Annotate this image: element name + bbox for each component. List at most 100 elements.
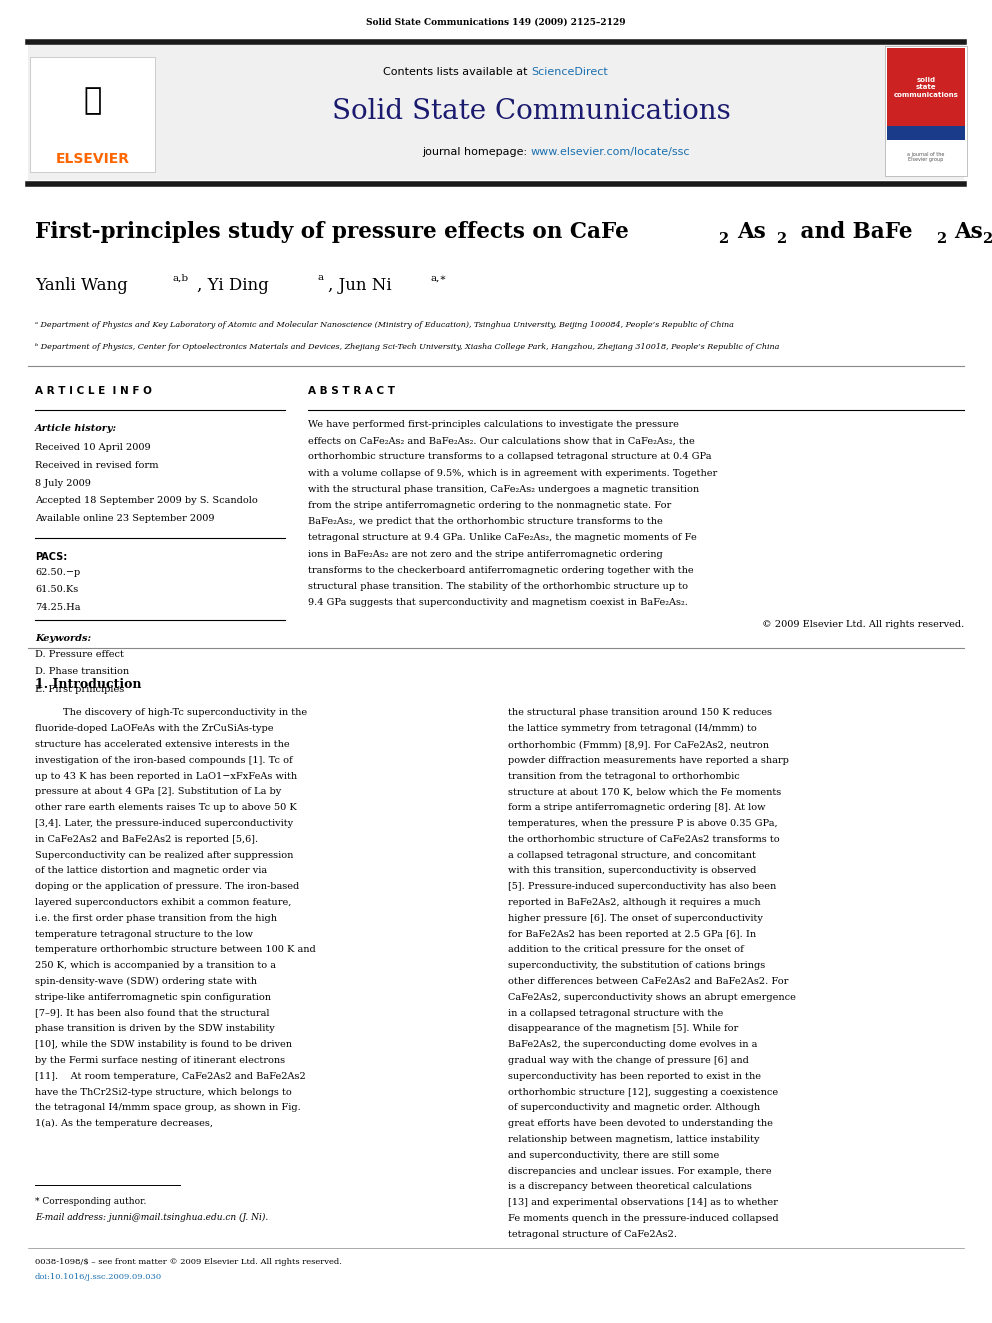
FancyBboxPatch shape bbox=[28, 42, 964, 180]
Text: of superconductivity and magnetic order. Although: of superconductivity and magnetic order.… bbox=[508, 1103, 760, 1113]
Text: Article history:: Article history: bbox=[35, 423, 117, 433]
Text: the tetragonal I4/mmm space group, as shown in Fig.: the tetragonal I4/mmm space group, as sh… bbox=[35, 1103, 301, 1113]
Text: transforms to the checkerboard antiferromagnetic ordering together with the: transforms to the checkerboard antiferro… bbox=[308, 566, 693, 574]
Text: 0038-1098/$ – see front matter © 2009 Elsevier Ltd. All rights reserved.: 0038-1098/$ – see front matter © 2009 El… bbox=[35, 1258, 342, 1266]
Text: A R T I C L E  I N F O: A R T I C L E I N F O bbox=[35, 386, 152, 396]
Text: transition from the tetragonal to orthorhombic: transition from the tetragonal to orthor… bbox=[508, 771, 740, 781]
Text: in a collapsed tetragonal structure with the: in a collapsed tetragonal structure with… bbox=[508, 1008, 723, 1017]
Text: As: As bbox=[737, 221, 766, 243]
Text: orthorhombic structure transforms to a collapsed tetragonal structure at 0.4 GPa: orthorhombic structure transforms to a c… bbox=[308, 452, 711, 462]
FancyBboxPatch shape bbox=[887, 126, 965, 140]
Text: a journal of the
Elsevier group: a journal of the Elsevier group bbox=[908, 152, 944, 163]
Text: pressure at about 4 GPa [2]. Substitution of La by: pressure at about 4 GPa [2]. Substitutio… bbox=[35, 787, 282, 796]
Text: D. Pressure effect: D. Pressure effect bbox=[35, 650, 124, 659]
Text: www.elsevier.com/locate/ssc: www.elsevier.com/locate/ssc bbox=[531, 147, 690, 157]
Text: tetragonal structure of CaFe2As2.: tetragonal structure of CaFe2As2. bbox=[508, 1230, 677, 1238]
Text: [11].    At room temperature, CaFe2As2 and BaFe2As2: [11]. At room temperature, CaFe2As2 and … bbox=[35, 1072, 306, 1081]
Text: of the lattice distortion and magnetic order via: of the lattice distortion and magnetic o… bbox=[35, 867, 267, 876]
Text: doping or the application of pressure. The iron-based: doping or the application of pressure. T… bbox=[35, 882, 300, 892]
Text: 2: 2 bbox=[718, 232, 728, 246]
Text: in CaFe2As2 and BaFe2As2 is reported [5,6].: in CaFe2As2 and BaFe2As2 is reported [5,… bbox=[35, 835, 258, 844]
Text: with the structural phase transition, CaFe₂As₂ undergoes a magnetic transition: with the structural phase transition, Ca… bbox=[308, 484, 699, 493]
Text: spin-density-wave (SDW) ordering state with: spin-density-wave (SDW) ordering state w… bbox=[35, 976, 257, 986]
Text: structure has accelerated extensive interests in the: structure has accelerated extensive inte… bbox=[35, 740, 290, 749]
Text: by the Fermi surface nesting of itinerant electrons: by the Fermi surface nesting of itineran… bbox=[35, 1056, 285, 1065]
Text: Solid State Communications 149 (2009) 2125–2129: Solid State Communications 149 (2009) 21… bbox=[366, 19, 626, 26]
Text: with this transition, superconductivity is observed: with this transition, superconductivity … bbox=[508, 867, 756, 876]
Text: Contents lists available at: Contents lists available at bbox=[383, 67, 531, 77]
Text: [13] and experimental observations [14] as to whether: [13] and experimental observations [14] … bbox=[508, 1199, 778, 1207]
Text: other rare earth elements raises Tc up to above 50 K: other rare earth elements raises Tc up t… bbox=[35, 803, 297, 812]
Text: We have performed first-principles calculations to investigate the pressure: We have performed first-principles calcu… bbox=[308, 419, 679, 429]
Text: BaFe₂As₂, we predict that the orthorhombic structure transforms to the: BaFe₂As₂, we predict that the orthorhomb… bbox=[308, 517, 663, 527]
Text: investigation of the iron-based compounds [1]. Tc of: investigation of the iron-based compound… bbox=[35, 755, 293, 765]
Text: the lattice symmetry from tetragonal (I4/mmm) to: the lattice symmetry from tetragonal (I4… bbox=[508, 724, 757, 733]
Text: phase transition is driven by the SDW instability: phase transition is driven by the SDW in… bbox=[35, 1024, 275, 1033]
Text: for BaFe2As2 has been reported at 2.5 GPa [6]. In: for BaFe2As2 has been reported at 2.5 GP… bbox=[508, 930, 756, 938]
Text: 2: 2 bbox=[982, 232, 992, 246]
Text: other differences between CaFe2As2 and BaFe2As2. For: other differences between CaFe2As2 and B… bbox=[508, 976, 789, 986]
FancyBboxPatch shape bbox=[30, 57, 155, 172]
Text: Keywords:: Keywords: bbox=[35, 634, 91, 643]
Text: , Yi Ding: , Yi Ding bbox=[197, 278, 269, 295]
Text: Received in revised form: Received in revised form bbox=[35, 460, 159, 470]
Text: stripe-like antiferromagnetic spin configuration: stripe-like antiferromagnetic spin confi… bbox=[35, 992, 271, 1002]
Text: The discovery of high-Tc superconductivity in the: The discovery of high-Tc superconductivi… bbox=[63, 708, 308, 717]
Text: Available online 23 September 2009: Available online 23 September 2009 bbox=[35, 515, 214, 523]
Text: D. Phase transition: D. Phase transition bbox=[35, 668, 129, 676]
FancyBboxPatch shape bbox=[887, 48, 965, 126]
Text: structural phase transition. The stability of the orthorhombic structure up to: structural phase transition. The stabili… bbox=[308, 582, 688, 591]
Text: [7–9]. It has been also found that the structural: [7–9]. It has been also found that the s… bbox=[35, 1008, 270, 1017]
Text: A B S T R A C T: A B S T R A C T bbox=[308, 386, 395, 396]
Text: 🌲: 🌲 bbox=[83, 86, 101, 115]
Text: Accepted 18 September 2009 by S. Scandolo: Accepted 18 September 2009 by S. Scandol… bbox=[35, 496, 258, 505]
Text: Yanli Wang: Yanli Wang bbox=[35, 278, 128, 295]
Text: 1. Introduction: 1. Introduction bbox=[35, 679, 142, 692]
Text: 2: 2 bbox=[936, 232, 946, 246]
Text: E. First principles: E. First principles bbox=[35, 685, 124, 695]
Text: addition to the critical pressure for the onset of: addition to the critical pressure for th… bbox=[508, 946, 744, 954]
Text: [5]. Pressure-induced superconductivity has also been: [5]. Pressure-induced superconductivity … bbox=[508, 882, 777, 892]
Text: tetragonal structure at 9.4 GPa. Unlike CaFe₂As₂, the magnetic moments of Fe: tetragonal structure at 9.4 GPa. Unlike … bbox=[308, 533, 696, 542]
Text: a collapsed tetragonal structure, and concomitant: a collapsed tetragonal structure, and co… bbox=[508, 851, 756, 860]
Text: the orthorhombic structure of CaFe2As2 transforms to: the orthorhombic structure of CaFe2As2 t… bbox=[508, 835, 780, 844]
Text: doi:10.1016/j.ssc.2009.09.030: doi:10.1016/j.ssc.2009.09.030 bbox=[35, 1273, 162, 1281]
Text: 74.25.Ha: 74.25.Ha bbox=[35, 603, 80, 613]
Text: the structural phase transition around 150 K reduces: the structural phase transition around 1… bbox=[508, 708, 772, 717]
Text: CaFe2As2, superconductivity shows an abrupt emergence: CaFe2As2, superconductivity shows an abr… bbox=[508, 992, 796, 1002]
Text: As: As bbox=[954, 221, 983, 243]
Text: 1(a). As the temperature decreases,: 1(a). As the temperature decreases, bbox=[35, 1119, 213, 1129]
Text: 2: 2 bbox=[776, 232, 787, 246]
Text: and superconductivity, there are still some: and superconductivity, there are still s… bbox=[508, 1151, 719, 1160]
Text: i.e. the first order phase transition from the high: i.e. the first order phase transition fr… bbox=[35, 914, 277, 923]
Text: 9.4 GPa suggests that superconductivity and magnetism coexist in BaFe₂As₂.: 9.4 GPa suggests that superconductivity … bbox=[308, 598, 687, 607]
FancyBboxPatch shape bbox=[885, 46, 967, 176]
Text: structure at about 170 K, below which the Fe moments: structure at about 170 K, below which th… bbox=[508, 787, 782, 796]
Text: higher pressure [6]. The onset of superconductivity: higher pressure [6]. The onset of superc… bbox=[508, 914, 763, 923]
Text: is a discrepancy between theoretical calculations: is a discrepancy between theoretical cal… bbox=[508, 1183, 752, 1192]
Text: fluoride-doped LaOFeAs with the ZrCuSiAs-type: fluoride-doped LaOFeAs with the ZrCuSiAs… bbox=[35, 724, 274, 733]
Text: ᵃ Department of Physics and Key Laboratory of Atomic and Molecular Nanoscience (: ᵃ Department of Physics and Key Laborato… bbox=[35, 321, 734, 329]
Text: [3,4]. Later, the pressure-induced superconductivity: [3,4]. Later, the pressure-induced super… bbox=[35, 819, 293, 828]
Text: temperature orthorhombic structure between 100 K and: temperature orthorhombic structure betwe… bbox=[35, 946, 315, 954]
Text: Received 10 April 2009: Received 10 April 2009 bbox=[35, 443, 151, 452]
Text: 62.50.−p: 62.50.−p bbox=[35, 568, 80, 577]
Text: a: a bbox=[317, 274, 323, 283]
Text: and BaFe: and BaFe bbox=[793, 221, 913, 243]
Text: temperature tetragonal structure to the low: temperature tetragonal structure to the … bbox=[35, 930, 253, 938]
Text: Fe moments quench in the pressure-induced collapsed: Fe moments quench in the pressure-induce… bbox=[508, 1215, 779, 1222]
Text: , Jun Ni: , Jun Ni bbox=[328, 278, 392, 295]
Text: form a stripe antiferromagnetic ordering [8]. At low: form a stripe antiferromagnetic ordering… bbox=[508, 803, 766, 812]
Text: a,b: a,b bbox=[172, 274, 188, 283]
Text: © 2009 Elsevier Ltd. All rights reserved.: © 2009 Elsevier Ltd. All rights reserved… bbox=[762, 620, 964, 630]
Text: layered superconductors exhibit a common feature,: layered superconductors exhibit a common… bbox=[35, 898, 292, 908]
Text: ᵇ Department of Physics, Center for Optoelectronics Materials and Devices, Zheji: ᵇ Department of Physics, Center for Opto… bbox=[35, 343, 780, 351]
Text: ELSEVIER: ELSEVIER bbox=[56, 152, 130, 165]
Text: superconductivity, the substitution of cations brings: superconductivity, the substitution of c… bbox=[508, 962, 765, 970]
FancyBboxPatch shape bbox=[887, 140, 965, 175]
Text: discrepancies and unclear issues. For example, there: discrepancies and unclear issues. For ex… bbox=[508, 1167, 772, 1176]
Text: Solid State Communications: Solid State Communications bbox=[331, 98, 730, 126]
Text: journal homepage:: journal homepage: bbox=[423, 147, 531, 157]
Text: ions in BaFe₂As₂ are not zero and the stripe antiferromagnetic ordering: ions in BaFe₂As₂ are not zero and the st… bbox=[308, 549, 663, 558]
Text: superconductivity has been reported to exist in the: superconductivity has been reported to e… bbox=[508, 1072, 761, 1081]
